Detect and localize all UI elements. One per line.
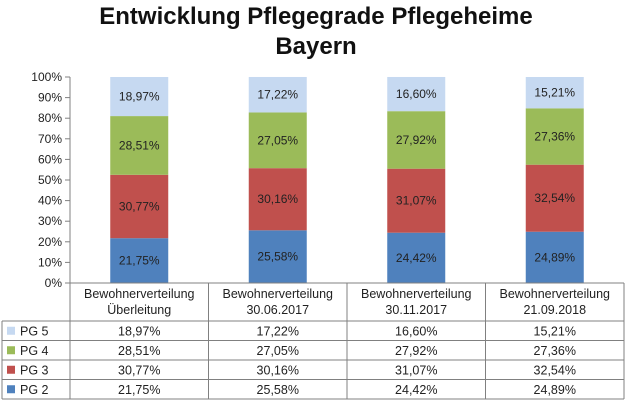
chart-title: Entwicklung Pflegegrade Pflegeheime Baye… xyxy=(0,2,632,62)
data-label: 32,54% xyxy=(534,191,575,205)
bar-segment-pg4 xyxy=(110,116,169,175)
bars: 21,75% 30,77% 28,51% 18,97% 25,58% 30,16% 27,0… xyxy=(110,76,584,283)
y-tick-label: 0% xyxy=(45,276,63,290)
table-value: 25,58% xyxy=(257,383,299,397)
data-label: 30,77% xyxy=(119,200,160,214)
bar-segment-pg2 xyxy=(387,232,446,283)
y-tick-label: 30% xyxy=(38,214,62,228)
data-label: 27,92% xyxy=(396,133,437,147)
table-value: 30,77% xyxy=(118,363,160,377)
y-tick-label: 10% xyxy=(38,255,62,269)
table-value: 30,16% xyxy=(257,363,299,377)
table-value: 28,51% xyxy=(118,344,160,358)
table-value: 17,22% xyxy=(257,324,299,338)
chart-title-line-1: Entwicklung Pflegegrade Pflegeheime xyxy=(99,3,533,30)
legend-series-name: PG 3 xyxy=(20,363,49,377)
bar-segment-pg3 xyxy=(248,168,307,231)
bar-segment-pg3 xyxy=(387,168,446,233)
table-value: 21,75% xyxy=(118,383,160,397)
table-value: 16,60% xyxy=(395,324,437,338)
data-label: 16,60% xyxy=(396,87,437,101)
data-label: 18,97% xyxy=(119,90,160,104)
legend-series-name: PG 5 xyxy=(20,324,49,338)
y-tick-label: 80% xyxy=(38,111,62,125)
y-tick-label: 90% xyxy=(38,91,62,105)
category-label: 30.11.2017 xyxy=(385,303,447,317)
data-label: 31,07% xyxy=(396,194,437,208)
bar-segment-pg4 xyxy=(525,108,584,165)
bar-segment-pg4 xyxy=(387,111,446,169)
y-tick-label: 60% xyxy=(38,152,62,166)
table-value: 24,42% xyxy=(395,383,437,397)
data-label: 21,75% xyxy=(119,254,160,268)
y-tick-label: 50% xyxy=(38,173,62,187)
data-label: 15,21% xyxy=(534,86,575,100)
table-value: 32,54% xyxy=(534,363,576,377)
bar-segment-pg3 xyxy=(110,174,169,239)
bar-segment-pg5 xyxy=(248,76,307,113)
data-table-grid xyxy=(1,282,625,400)
data-label: 30,16% xyxy=(257,192,298,206)
chart-title-line-2: Bayern xyxy=(275,33,357,60)
data-label: 24,42% xyxy=(396,251,437,265)
category-label: Bewohnerverteilung xyxy=(500,287,611,301)
legend-key xyxy=(7,346,15,355)
y-tick-label: 100% xyxy=(31,70,62,84)
legend-key xyxy=(7,365,15,374)
y-tick-label: 40% xyxy=(38,194,62,208)
data-label: 27,36% xyxy=(534,130,575,144)
bar-segment-pg4 xyxy=(248,112,307,169)
legend-key xyxy=(7,326,15,335)
y-tick-label: 70% xyxy=(38,132,62,146)
bar-segment-pg2 xyxy=(248,230,307,283)
bar-segment-pg2 xyxy=(525,231,584,283)
legend-key xyxy=(7,385,15,394)
data-label: 25,58% xyxy=(257,250,298,264)
table-value: 18,97% xyxy=(118,324,160,338)
y-tick-label: 20% xyxy=(38,235,62,249)
category-label: 30.06.2017 xyxy=(246,303,309,317)
category-label: Bewohnerverteilung xyxy=(223,287,334,301)
table-value: 31,07% xyxy=(395,363,437,377)
bar-segment-pg5 xyxy=(525,77,584,109)
table-value: 27,36% xyxy=(534,344,576,358)
table-value: 27,05% xyxy=(257,344,299,358)
table-value: 27,92% xyxy=(395,344,437,358)
data-label: 28,51% xyxy=(119,138,160,152)
category-label: 21.09.2018 xyxy=(523,303,586,317)
legend-series-name: PG 4 xyxy=(20,344,49,358)
category-label: Überleitung xyxy=(107,303,171,317)
category-label: Bewohnerverteilung xyxy=(84,287,195,301)
data-label: 24,89% xyxy=(534,250,575,264)
category-label: Bewohnerverteilung xyxy=(361,287,472,301)
legend-series-name: PG 2 xyxy=(20,383,49,397)
bar-segment-pg2 xyxy=(110,238,169,283)
data-label: 17,22% xyxy=(257,88,298,102)
bar-segment-pg3 xyxy=(525,164,584,232)
table-value: 24,89% xyxy=(534,383,576,397)
data-label: 27,05% xyxy=(257,133,298,147)
bar-segment-pg5 xyxy=(110,77,169,117)
bar-segment-pg5 xyxy=(387,76,446,112)
table-value: 15,21% xyxy=(534,324,576,338)
